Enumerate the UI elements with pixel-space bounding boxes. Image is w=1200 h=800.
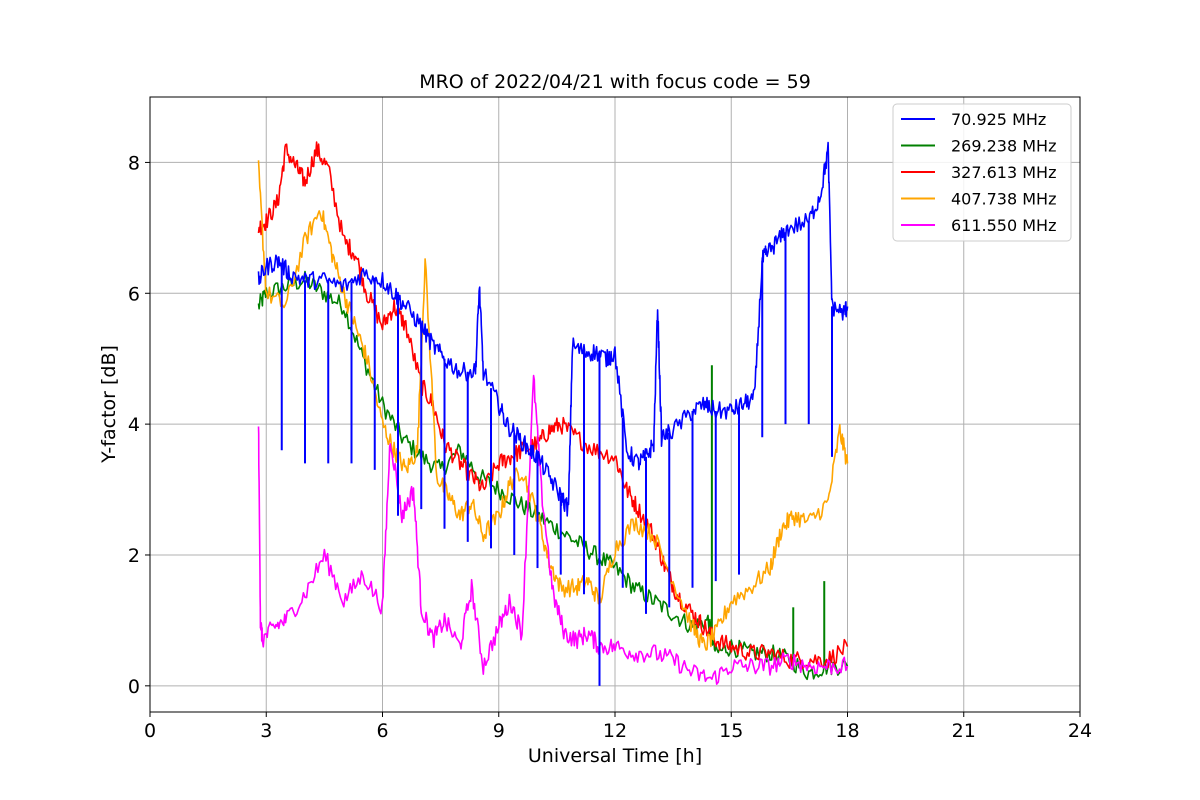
legend-label: 269.238 MHz [951, 137, 1056, 156]
series-layer [257, 141, 849, 686]
legend-label: 611.550 MHz [951, 216, 1056, 235]
series-line-611-550-mhz [257, 374, 849, 685]
y-tick-label: 0 [128, 676, 140, 698]
x-tick-label: 21 [952, 720, 976, 742]
y-tick-label: 2 [128, 545, 140, 567]
legend-box [892, 103, 1072, 242]
x-tick-label: 15 [719, 720, 743, 742]
y-axis-label: Y-factor [dB] [98, 345, 120, 464]
legend-label: 327.613 MHz [951, 163, 1056, 182]
chart-title: MRO of 2022/04/21 with focus code = 59 [419, 71, 811, 93]
y-tick-label: 4 [128, 414, 140, 436]
x-tick-label: 0 [144, 720, 156, 742]
series-line-407-738-mhz [257, 160, 849, 651]
x-axis-label: Universal Time [h] [528, 745, 702, 767]
legend-label: 70.925 MHz [951, 110, 1046, 129]
x-tick-label: 3 [260, 720, 272, 742]
series-line-70-925-mhz [257, 141, 849, 517]
y-tick-label: 8 [128, 152, 140, 174]
legend-label: 407.738 MHz [951, 190, 1056, 209]
x-tick-label: 24 [1068, 720, 1092, 742]
x-tick-label: 6 [376, 720, 388, 742]
y-tick-label: 6 [128, 283, 140, 305]
series-line-269-238-mhz [257, 270, 849, 681]
x-tick-label: 9 [493, 720, 505, 742]
x-tick-label: 18 [835, 720, 859, 742]
legend: 70.925 MHz 269.238 MHz 327.613 MHz 407.738 … [892, 103, 1072, 242]
x-tick-label: 12 [603, 720, 627, 742]
